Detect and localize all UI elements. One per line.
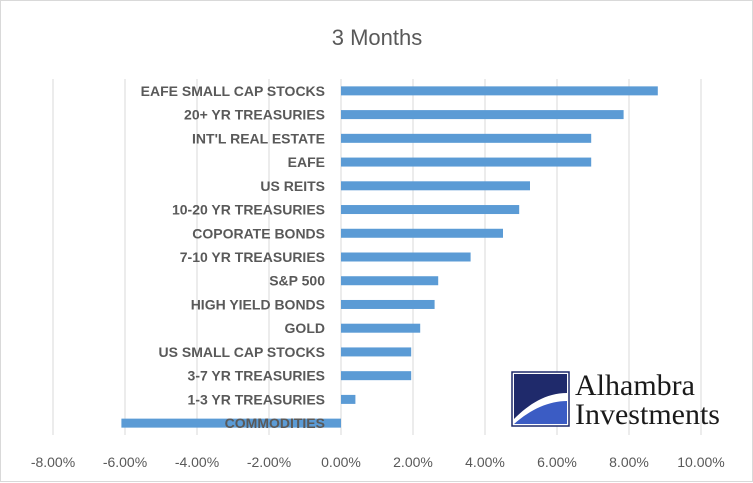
bar xyxy=(341,157,592,167)
category-labels: EAFE SMALL CAP STOCKS 20+ YR TREASURIES IN… xyxy=(141,83,326,431)
bars xyxy=(121,86,658,428)
x-tick-label: 6.00% xyxy=(537,454,577,470)
x-tick-label: -8.00% xyxy=(31,454,75,470)
bar xyxy=(121,418,342,428)
bar xyxy=(341,86,658,96)
x-tick-label: 8.00% xyxy=(609,454,649,470)
bar xyxy=(341,133,592,143)
chart-title: 3 Months xyxy=(332,25,423,50)
bar xyxy=(341,371,412,381)
x-tick-label: -4.00% xyxy=(175,454,219,470)
bar xyxy=(341,228,503,238)
bar xyxy=(341,394,356,404)
logo-mark-icon xyxy=(511,371,570,427)
category-label: EAFE xyxy=(288,154,325,170)
x-tick-label: 4.00% xyxy=(465,454,505,470)
alhambra-logo: Alhambra Investments xyxy=(511,369,720,431)
category-label: GOLD xyxy=(285,320,325,336)
bar xyxy=(341,299,435,309)
category-label: 10-20 YR TREASURIES xyxy=(172,202,325,218)
x-tick-label: 2.00% xyxy=(393,454,433,470)
bar xyxy=(341,181,530,191)
category-label: US SMALL CAP STOCKS xyxy=(159,344,325,360)
logo-line-1: Alhambra xyxy=(575,369,695,402)
category-label: US REITS xyxy=(260,178,325,194)
category-label: 3-7 YR TREASURIES xyxy=(188,368,325,384)
category-label: S&P 500 xyxy=(269,273,325,289)
category-label: EAFE SMALL CAP STOCKS xyxy=(141,83,325,99)
category-label: HIGH YIELD BONDS xyxy=(191,296,325,312)
category-label: COPORATE BONDS xyxy=(192,225,325,241)
x-tick-label: 0.00% xyxy=(321,454,361,470)
category-label: 20+ YR TREASURIES xyxy=(184,107,325,123)
bar xyxy=(341,252,471,262)
bar xyxy=(341,347,412,357)
category-label: 1-3 YR TREASURIES xyxy=(188,391,325,407)
x-tick-labels: -8.00% -6.00% -4.00% -2.00% 0.00% 2.00% 4.00% 6… xyxy=(31,454,725,470)
category-label: 7-10 YR TREASURIES xyxy=(180,249,325,265)
category-label: COMMODITIES xyxy=(225,415,325,431)
x-tick-label: 10.00% xyxy=(677,454,724,470)
bar xyxy=(341,323,421,333)
bar xyxy=(341,276,439,286)
category-label: INT'L REAL ESTATE xyxy=(192,130,325,146)
x-tick-label: -2.00% xyxy=(247,454,291,470)
logo-line-2: Investments xyxy=(575,398,720,431)
bar xyxy=(341,110,624,120)
bar xyxy=(341,205,520,215)
x-tick-label: -6.00% xyxy=(103,454,147,470)
